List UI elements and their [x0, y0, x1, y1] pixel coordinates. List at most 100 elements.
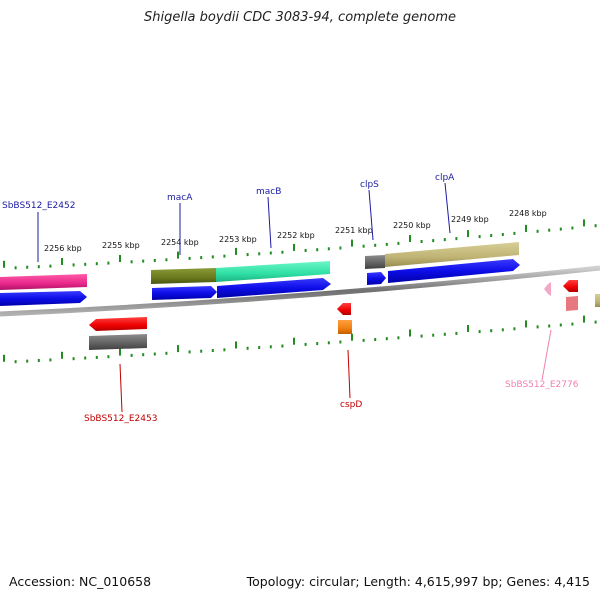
label-callouts — [37, 182, 552, 413]
minor-tick — [374, 243, 377, 247]
gene-label-SbBS512_E2452[interactable]: SbBS512_E2452 — [2, 201, 75, 211]
minor-tick — [14, 360, 17, 364]
minor-tick — [339, 340, 342, 344]
minor-tick — [281, 344, 284, 348]
minor-tick — [385, 242, 388, 246]
major-tick — [177, 345, 179, 353]
major-tick — [61, 351, 63, 359]
genome-backbone — [0, 265, 600, 317]
gene-label-macA[interactable]: macA — [167, 193, 193, 203]
major-tick — [61, 258, 63, 265]
minor-tick — [594, 224, 597, 228]
gene-label-clpS[interactable]: clpS — [360, 180, 379, 190]
minor-tick — [72, 357, 75, 361]
minor-tick — [362, 244, 365, 248]
minor-tick — [478, 330, 481, 334]
major-tick — [293, 243, 295, 251]
minor-tick — [14, 266, 17, 270]
scale-label: 2248 kbp — [509, 209, 547, 218]
minor-tick — [188, 256, 191, 260]
minor-tick — [26, 359, 29, 363]
major-tick — [177, 251, 179, 259]
gene-feature-right-edge[interactable] — [595, 294, 600, 307]
minor-tick — [165, 351, 168, 355]
gene-label-cspD[interactable]: cspD — [340, 400, 362, 410]
accession-text: Accession: NC_010658 — [9, 574, 152, 589]
gene-feature-SbBS512_E2452[interactable] — [0, 274, 87, 290]
forward-cds-track — [0, 259, 520, 306]
minor-tick — [246, 346, 249, 350]
major-tick — [235, 341, 237, 349]
scale-label: 2250 kbp — [393, 221, 431, 230]
gene-feature-right-pink[interactable] — [566, 296, 578, 311]
major-tick — [525, 320, 527, 328]
cds-arrow-cspD[interactable] — [337, 303, 351, 315]
minor-tick — [84, 356, 87, 360]
major-tick — [351, 239, 353, 247]
minor-tick — [443, 332, 446, 336]
minor-tick — [397, 241, 400, 245]
major-tick — [409, 235, 411, 242]
gene-feature-SbBS512_E2453[interactable] — [89, 334, 147, 350]
minor-tick — [316, 342, 319, 346]
minor-tick — [339, 246, 342, 250]
minor-tick — [269, 251, 272, 255]
cds-arrow-macA[interactable] — [152, 286, 217, 300]
reverse-gene-track — [89, 296, 578, 350]
cds-arrow-clpS[interactable] — [367, 272, 386, 285]
minor-tick — [420, 334, 423, 338]
gene-feature-macA[interactable] — [151, 268, 216, 284]
minor-tick — [142, 353, 145, 357]
cds-arrow-clpA[interactable] — [388, 259, 520, 283]
gene-feature-clpS[interactable] — [365, 255, 385, 269]
scale-label: 2255 kbp — [102, 241, 140, 250]
cds-arrow-macB[interactable] — [217, 278, 331, 298]
minor-tick — [37, 265, 40, 269]
gene-label-clpA[interactable]: clpA — [435, 173, 455, 183]
gene-label-macB[interactable]: macB — [256, 187, 281, 197]
major-tick — [351, 333, 353, 341]
minor-tick — [37, 359, 40, 362]
minor-tick — [258, 346, 261, 349]
minor-tick — [281, 250, 284, 254]
minor-tick — [130, 260, 133, 264]
minor-tick — [107, 261, 110, 265]
minor-tick — [513, 327, 516, 331]
gene-feature-cspD[interactable] — [338, 320, 352, 334]
cds-arrow-SbBS512_E2452[interactable] — [0, 291, 87, 306]
scale-label: 2251 kbp — [335, 226, 373, 235]
minor-tick — [211, 349, 214, 352]
gene-label-SbBS512_E2453[interactable]: SbBS512_E2453 — [84, 414, 157, 424]
major-tick — [467, 325, 469, 332]
minor-tick — [548, 228, 551, 232]
minor-tick — [327, 247, 330, 251]
minor-tick — [432, 239, 435, 243]
minor-tick — [559, 323, 562, 327]
gene-feature-clpA[interactable] — [385, 242, 519, 267]
cds-arrow-right-red[interactable] — [563, 280, 578, 292]
minor-tick — [142, 259, 145, 263]
major-tick — [467, 230, 469, 238]
major-tick — [293, 337, 295, 345]
minor-tick — [559, 227, 562, 231]
cds-arrow-SbBS512_E2776[interactable] — [544, 282, 551, 296]
minor-tick — [95, 355, 98, 359]
minor-tick — [374, 338, 377, 341]
scale-label: 2256 kbp — [44, 244, 82, 253]
cds-arrow-SbBS512_E2453[interactable] — [89, 317, 147, 331]
minor-tick — [188, 350, 191, 354]
gene-label-SbBS512_E2776[interactable]: SbBS512_E2776 — [505, 380, 579, 390]
major-tick — [235, 247, 237, 255]
minor-tick — [478, 235, 481, 239]
gene-feature-macB[interactable] — [216, 261, 330, 282]
major-tick — [3, 260, 5, 268]
major-tick — [583, 315, 585, 323]
minor-tick — [49, 358, 52, 362]
minor-tick — [490, 234, 493, 237]
major-tick — [119, 348, 121, 356]
major-tick — [119, 255, 121, 262]
minor-tick — [72, 263, 75, 267]
minor-tick — [107, 355, 110, 359]
minor-tick — [501, 233, 504, 236]
minor-tick — [165, 258, 168, 262]
